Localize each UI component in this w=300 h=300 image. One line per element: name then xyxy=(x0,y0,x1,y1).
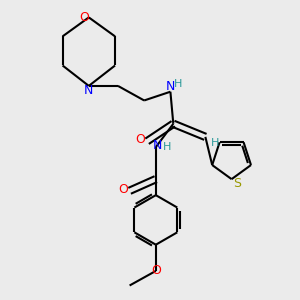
Text: S: S xyxy=(233,177,241,190)
Text: O: O xyxy=(136,133,146,146)
Text: N: N xyxy=(166,80,175,93)
Text: N: N xyxy=(153,139,162,152)
Text: H: H xyxy=(211,138,219,148)
Text: H: H xyxy=(174,80,183,89)
Text: N: N xyxy=(84,84,94,97)
Text: O: O xyxy=(80,11,89,24)
Text: H: H xyxy=(163,142,171,152)
Text: O: O xyxy=(118,183,128,196)
Text: O: O xyxy=(151,264,161,278)
